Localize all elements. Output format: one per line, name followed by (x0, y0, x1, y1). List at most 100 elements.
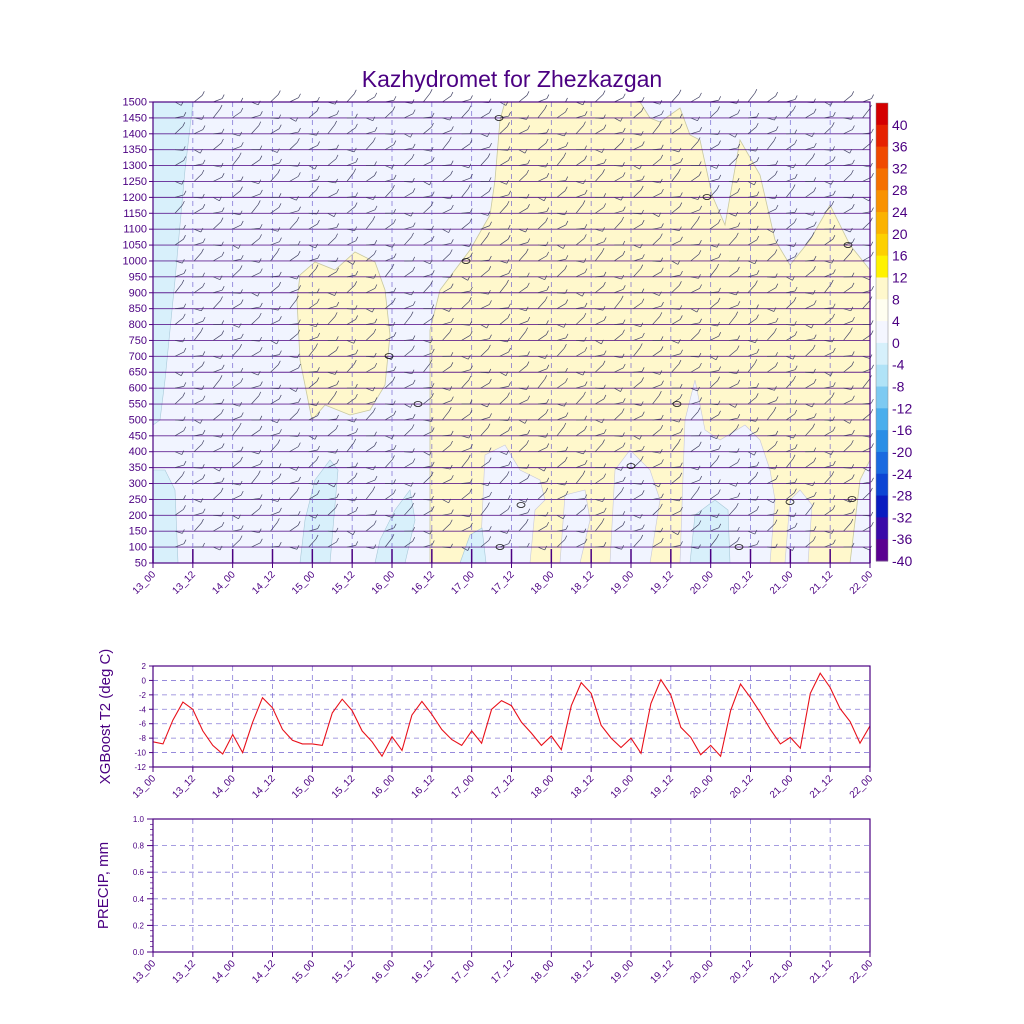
wind-barb-flag (584, 302, 588, 308)
wind-barb (614, 467, 622, 471)
wind-barb-flag (754, 89, 758, 94)
wind-barb-flag (296, 216, 300, 222)
wind-barb-flag (832, 313, 835, 319)
wind-barb (289, 276, 298, 280)
wind-barb-flag (584, 224, 588, 229)
wind-barb (480, 236, 488, 246)
wind-barb-flag (183, 303, 187, 308)
wind-barb-flag (508, 156, 511, 161)
wind-barb-flag (659, 291, 662, 296)
wind-barb-flag (429, 529, 433, 535)
wind-barb (480, 324, 488, 329)
wind-barb (365, 479, 376, 484)
wind-barb (308, 165, 316, 170)
wind-barb (690, 96, 700, 103)
wind-barb (747, 181, 755, 186)
wind-barb-flag (182, 122, 186, 127)
wind-barb (442, 208, 452, 214)
wind-barb-flag (279, 507, 282, 513)
wind-barb (785, 300, 795, 309)
wind-barb (442, 546, 451, 549)
wind-barb-flag (355, 393, 358, 399)
wind-barb-flag (183, 382, 187, 387)
wind-barb (365, 253, 375, 262)
wind-barb-flag (260, 460, 263, 465)
wind-barb-flag (334, 370, 338, 375)
wind-barb (537, 514, 547, 517)
wind-barb (365, 524, 375, 532)
wind-barb-flag (374, 284, 378, 289)
wind-barb-flag (412, 448, 415, 453)
wind-barb-flag (640, 456, 644, 461)
wind-barb-flag (257, 200, 261, 205)
wind-barb-flag (524, 148, 528, 154)
wind-barb-flag (603, 394, 607, 400)
wind-barb (212, 300, 221, 309)
wind-barb (518, 399, 528, 405)
wind-barb (614, 276, 622, 280)
wind-barb (728, 226, 738, 230)
wind-barb (518, 197, 528, 199)
wind-barb-flag (451, 317, 454, 323)
wind-barb-flag (296, 545, 300, 550)
wind-barb (652, 237, 661, 246)
wind-barb-flag (794, 331, 798, 336)
wind-barb (174, 386, 184, 389)
wind-barb-flag (852, 316, 855, 322)
wind-barb-flag (315, 243, 318, 249)
wind-barb-flag (735, 311, 739, 316)
wind-barb (728, 496, 738, 500)
wind-barb (289, 525, 299, 532)
wind-barb (614, 210, 624, 214)
wind-barb-flag (639, 343, 643, 348)
wind-barb-flag (183, 235, 186, 240)
wind-barb-flag (239, 535, 243, 540)
wind-barb (213, 546, 221, 551)
wind-barb-flag (393, 140, 397, 145)
wind-barb (270, 499, 278, 502)
wind-barb-flag (429, 451, 432, 456)
wind-barb (365, 546, 374, 549)
wind-barb-flag (240, 333, 244, 339)
wind-barb-flag (833, 539, 836, 544)
wind-barb (327, 212, 335, 218)
wind-barb-flag (640, 131, 644, 136)
wind-barb (843, 197, 852, 199)
wind-barb-flag (239, 344, 242, 349)
t2-time-tick-label: 17_12 (489, 773, 517, 801)
wind-barb-flag (677, 260, 681, 265)
wind-barb (805, 461, 815, 468)
wind-barb-flag (335, 527, 339, 533)
wind-barb (767, 276, 776, 278)
wind-barb (766, 253, 776, 262)
wind-barb (423, 465, 433, 468)
wind-barb (594, 94, 604, 103)
wind-barb-flag (658, 212, 662, 217)
wind-barb-flag (698, 250, 702, 255)
wind-barb-flag (756, 191, 760, 196)
wind-barb-flag (852, 238, 855, 243)
wind-barb-flag (431, 540, 435, 545)
wind-barb (537, 165, 546, 168)
wind-barb-flag (774, 519, 778, 524)
wind-barb-flag (639, 435, 642, 440)
wind-barb-flag (259, 494, 263, 499)
wind-barb-flag (295, 387, 299, 392)
wind-barb (576, 227, 585, 230)
colorbar-label: -8 (892, 379, 905, 395)
wind-barb (308, 415, 318, 421)
wind-barb (537, 289, 547, 294)
wind-barb (575, 272, 586, 278)
wind-barb-flag (412, 414, 416, 419)
precip-tick-label: 0.8 (133, 842, 145, 851)
wind-barb-flag (603, 507, 607, 513)
wind-barb-flag (677, 530, 681, 535)
wind-barb (767, 197, 775, 200)
wind-barb-flag (469, 488, 473, 493)
wind-barb-flag (469, 331, 473, 336)
wind-barb (690, 117, 698, 122)
wind-barb (652, 371, 660, 375)
wind-barb-flag (832, 235, 836, 240)
wind-barb (499, 260, 508, 264)
colorbar-label: -28 (892, 488, 912, 504)
